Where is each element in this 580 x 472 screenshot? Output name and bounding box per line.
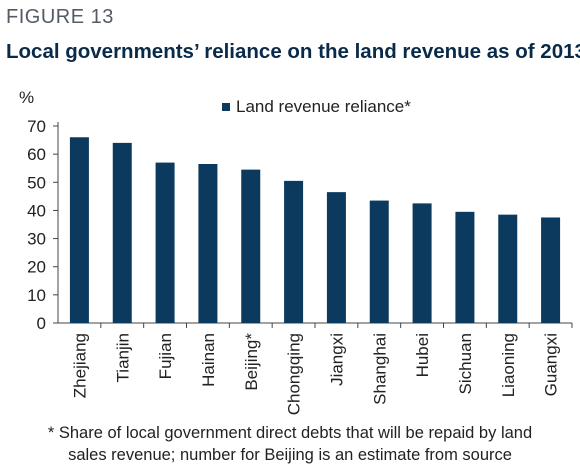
bar-chart: Zhejiang Tianjin Fujian Hainan Beijing* Chong…: [19, 88, 573, 416]
x-tick-label: Guangxi: [542, 333, 561, 396]
x-tick-label: Fujian: [156, 333, 175, 379]
bar-sichuan: [455, 211, 475, 323]
x-tick-label: Sichuan: [456, 333, 475, 394]
bar-jiangxi: [326, 192, 346, 323]
x-tick-label: Hubei: [413, 333, 432, 377]
y-axis-label: %: [19, 88, 34, 107]
y-tick-label: 0: [37, 314, 46, 333]
x-tick-labels: Zhejiang Tianjin Fujian Hainan Beijing* Chong…: [70, 333, 560, 416]
bar-chongqing: [284, 180, 304, 323]
bar-beijing: [241, 169, 261, 323]
bar-hubei: [412, 203, 432, 323]
chart-title: Local governments’ reliance on the land …: [6, 40, 580, 63]
bar-tianjin: [112, 142, 132, 323]
y-tick-label: 30: [27, 230, 46, 249]
bar-zhejiang: [69, 137, 89, 323]
bar-guangxi: [541, 217, 561, 323]
bar-fujian: [155, 162, 175, 323]
x-tick-label: Beijing*: [242, 333, 261, 391]
y-tick-label: 60: [27, 145, 46, 164]
bar-liaoning: [498, 214, 518, 323]
x-tick-label: Jiangxi: [327, 333, 346, 386]
footnote-line-1: * Share of local government direct debts…: [47, 424, 533, 442]
x-tick-label: Liaoning: [499, 333, 518, 397]
footnote-line-2: sales revenue; number for Beijing is an …: [68, 446, 512, 464]
y-tick-label: 50: [27, 173, 46, 192]
x-tick-label: Shanghai: [370, 333, 389, 405]
legend-label: Land revenue reliance*: [236, 97, 411, 116]
chart-bars: [69, 137, 561, 323]
legend-swatch: [222, 103, 230, 111]
chart-axes: [53, 122, 573, 328]
bar-shanghai: [369, 200, 389, 323]
chart-legend: Land revenue reliance*: [222, 97, 411, 116]
y-tick-label: 10: [27, 286, 46, 305]
figure-label: FIGURE 13: [6, 6, 114, 28]
y-tick-label: 20: [27, 258, 46, 277]
y-tick-labels: 0 10 20 30 40 50 60 70%: [19, 88, 46, 333]
x-tick-label: Tianjin: [113, 333, 132, 382]
x-tick-label: Zhejiang: [70, 333, 89, 398]
bar-hainan: [198, 163, 218, 323]
y-tick-label: 40: [27, 201, 46, 220]
footnote: * Share of local government direct debts…: [0, 422, 580, 466]
x-tick-label: Chongqing: [285, 333, 304, 415]
x-tick-label: Hainan: [199, 333, 218, 387]
y-tick-label: 70: [27, 117, 46, 136]
